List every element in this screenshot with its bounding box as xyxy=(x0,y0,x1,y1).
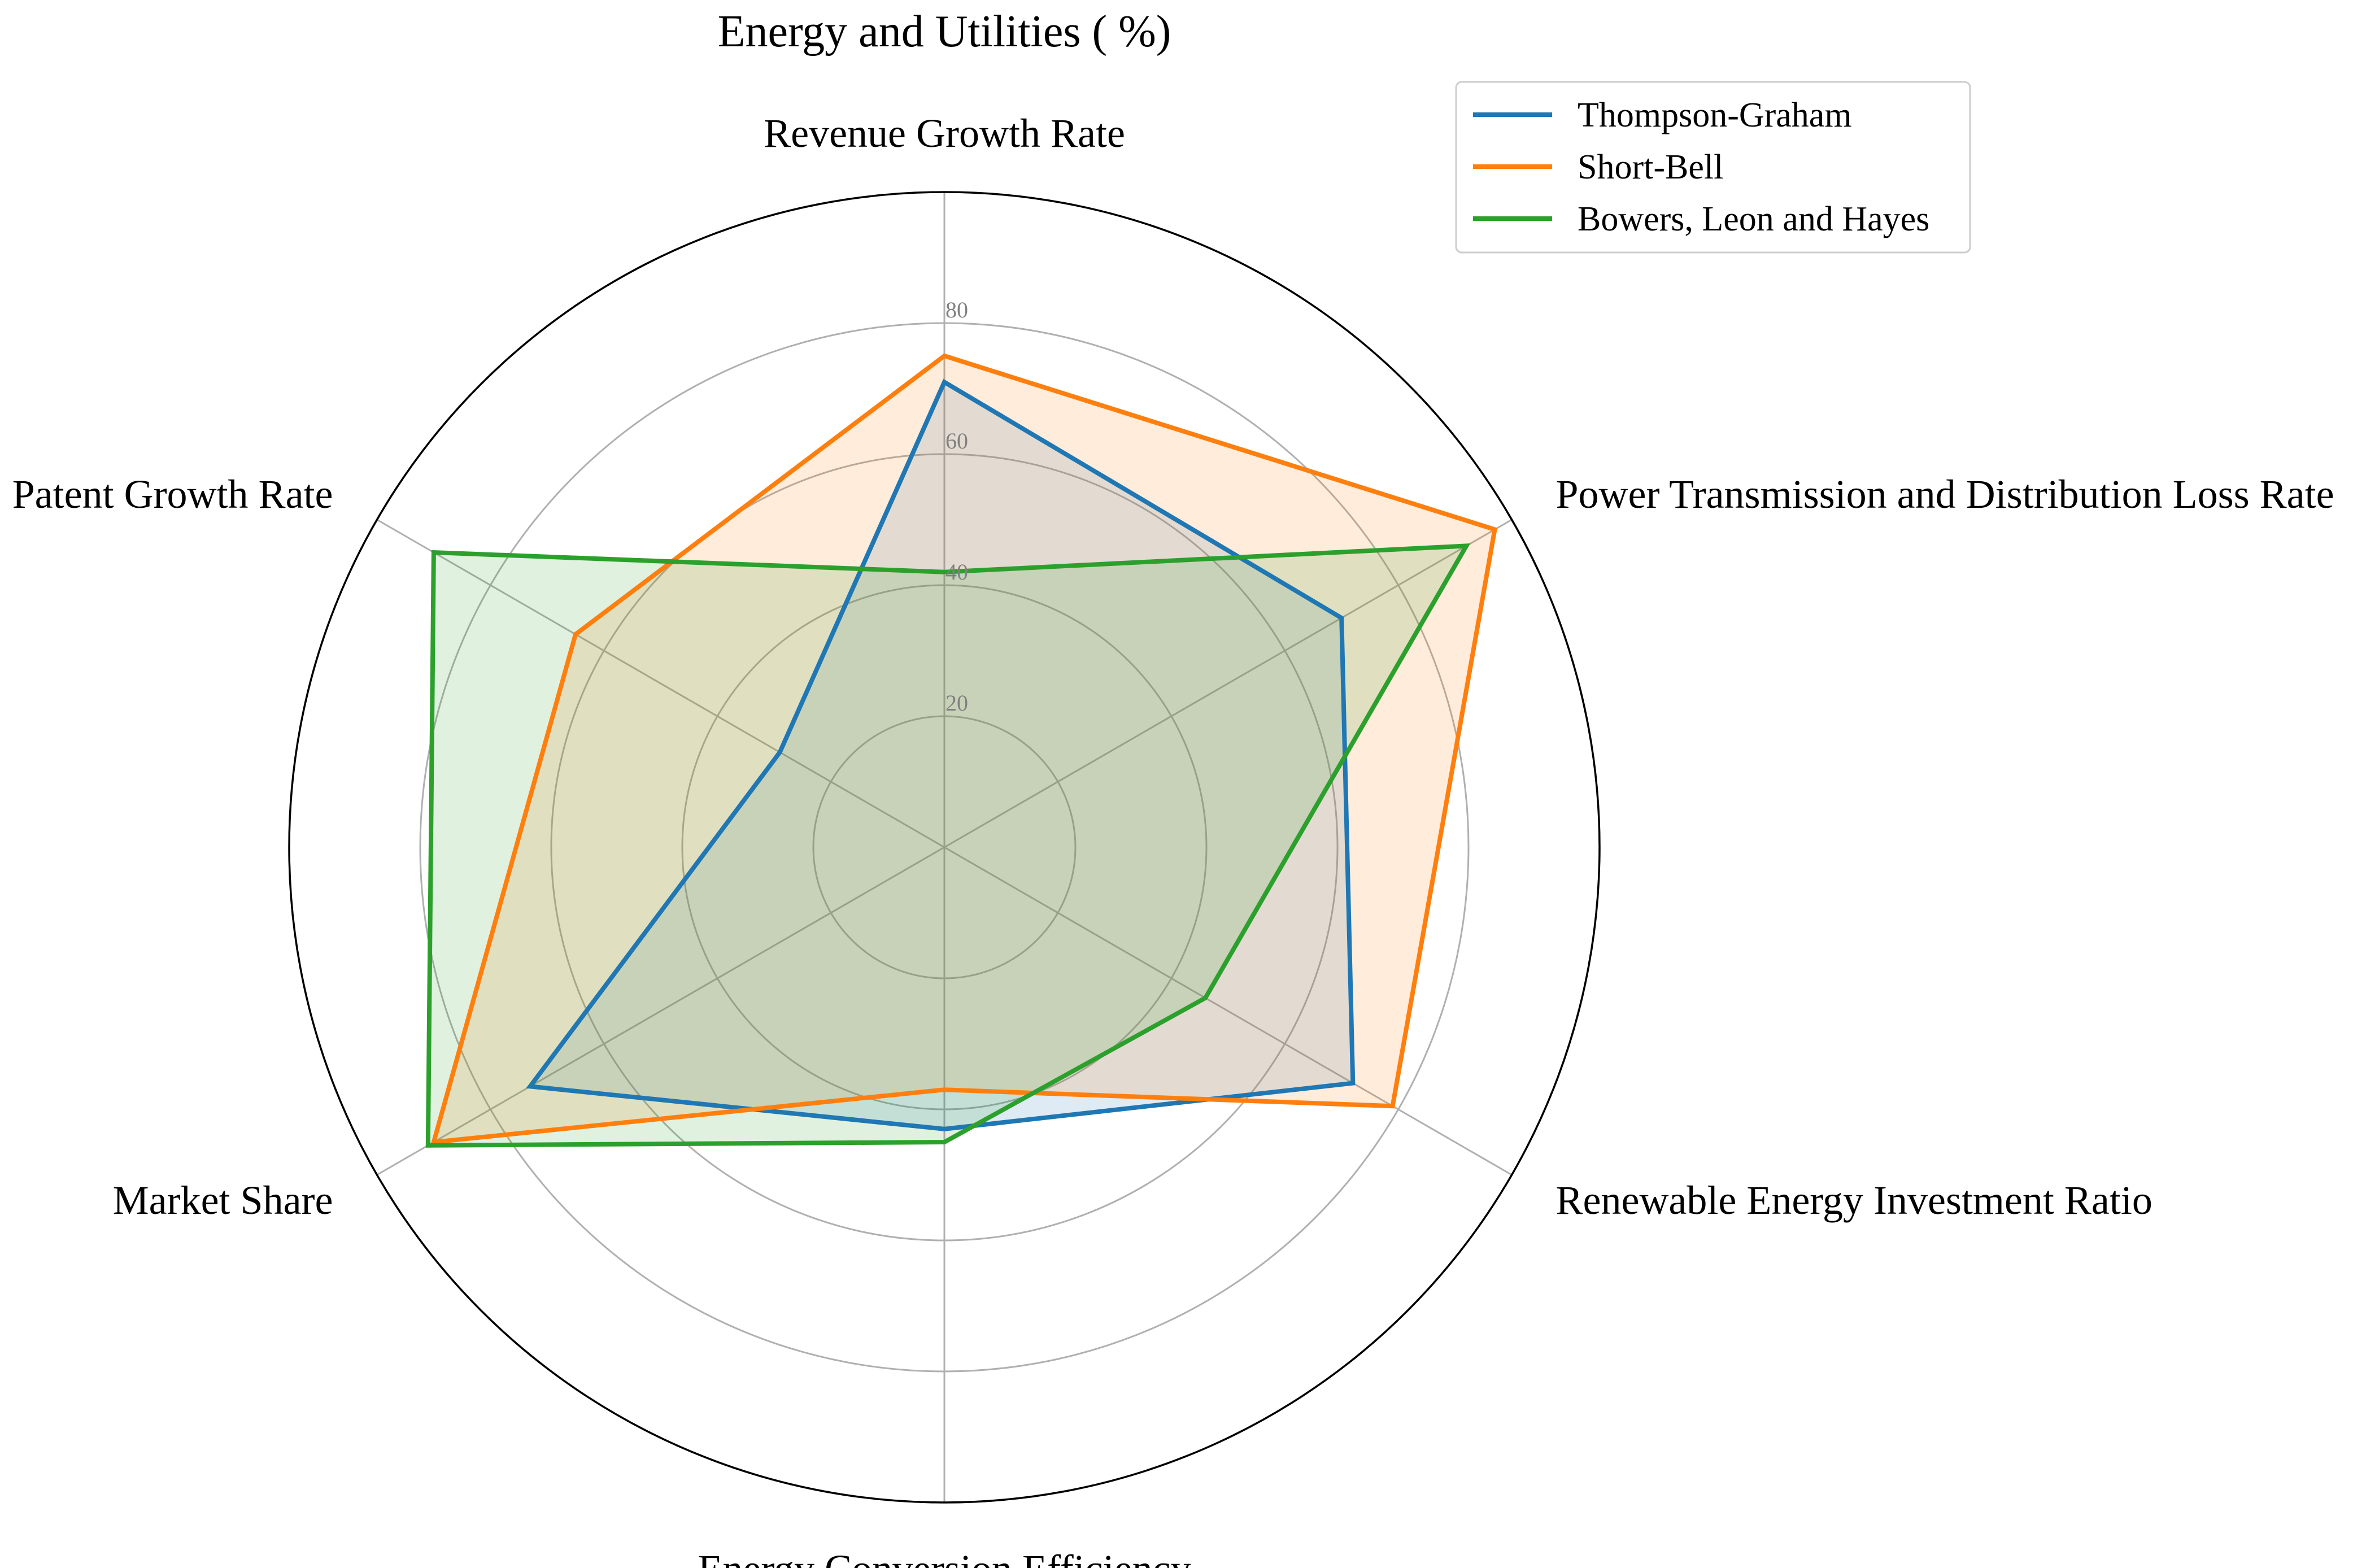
axis-label: Power Transmission and Distribution Loss… xyxy=(1556,472,2334,517)
radar-grid-circle xyxy=(550,453,1339,1242)
radial-tick-label: 40 xyxy=(945,559,968,585)
radar-grid-circle xyxy=(681,584,1208,1110)
axis-label: Patent Growth Rate xyxy=(12,472,333,517)
radial-tick-label: 80 xyxy=(945,297,968,323)
radar-labels: 20 40 60 80 Revenue Growth Rate Power Transmi… xyxy=(12,111,2334,1568)
legend-label: Short-Bell xyxy=(1578,148,1723,186)
series-line xyxy=(526,378,1356,1131)
radar-spoke xyxy=(376,519,945,848)
chart-legend: Thompson-Graham Short-Bell Bowers, Leon an… xyxy=(1455,81,1971,254)
axis-label: Renewable Energy Investment Ratio xyxy=(1556,1178,2153,1223)
radar-grid xyxy=(288,191,1601,1504)
radar-spoke xyxy=(944,519,1513,848)
axis-label: Revenue Growth Rate xyxy=(764,111,1125,156)
radar-outer-frame xyxy=(288,191,1601,1504)
radar-grid-circle xyxy=(419,322,1470,1373)
axis-label: Energy Conversion Efficiency xyxy=(698,1547,1191,1568)
radar-series xyxy=(425,353,1498,1148)
radar-spoke xyxy=(944,846,1513,1176)
legend-frame xyxy=(1455,81,1971,254)
legend-label: Thompson-Graham xyxy=(1578,96,1852,134)
radar-grid-circle xyxy=(812,715,1077,979)
radar-spoke xyxy=(376,846,945,1176)
legend-label: Bowers, Leon and Hayes xyxy=(1578,200,1929,238)
series-line xyxy=(425,543,1471,1148)
axis-label: Market Share xyxy=(113,1178,333,1223)
series-line xyxy=(430,353,1498,1145)
chart-title: Energy and Utilities ( %) xyxy=(718,7,1171,56)
radial-tick-label: 60 xyxy=(945,428,968,454)
series-area xyxy=(530,382,1353,1129)
radial-tick-label: 20 xyxy=(945,690,968,716)
